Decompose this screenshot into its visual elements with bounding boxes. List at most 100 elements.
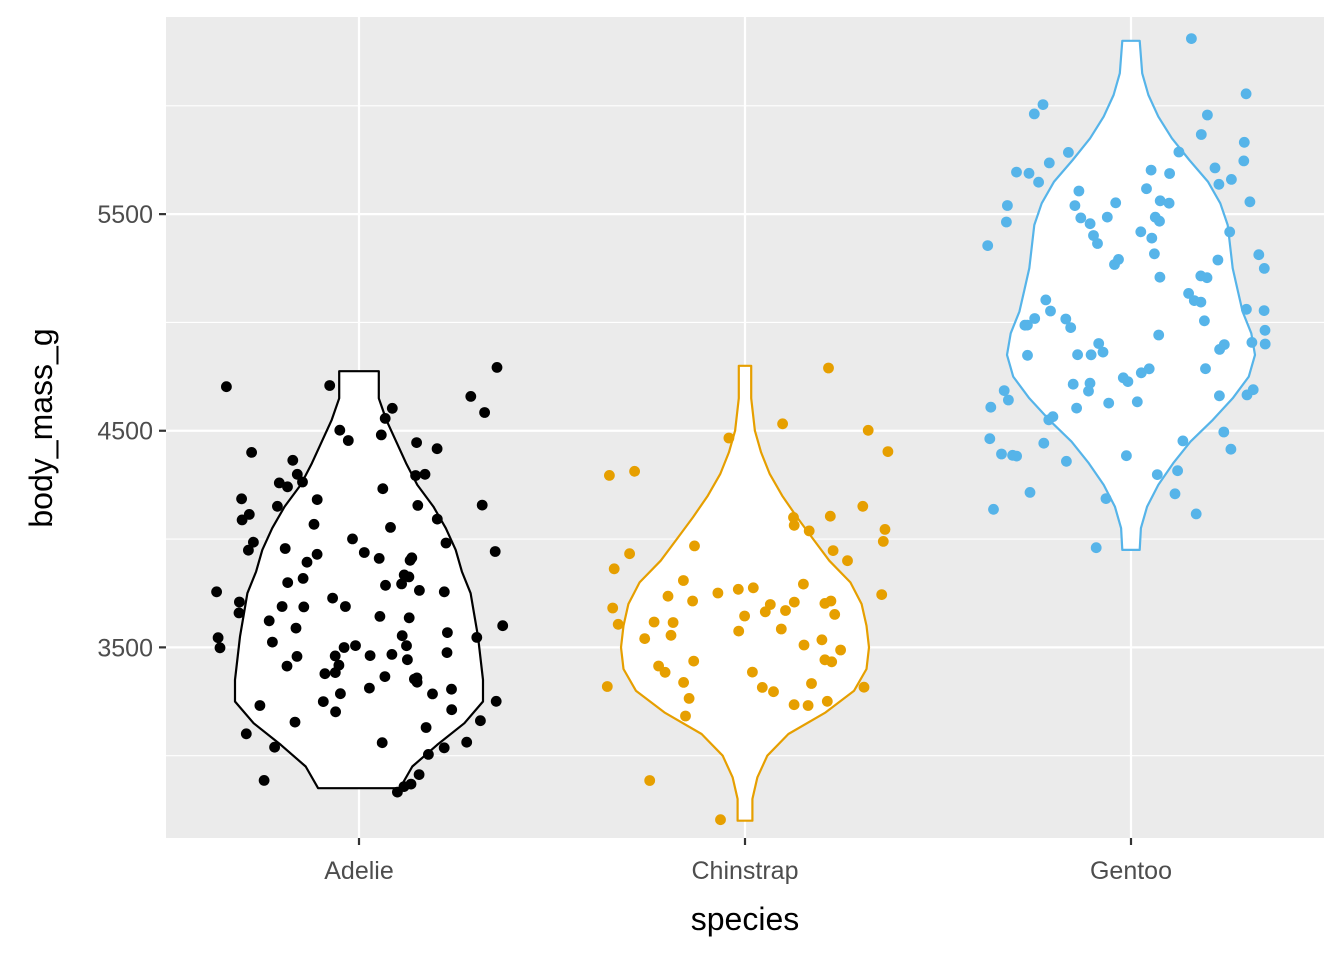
- point-gentoo: [1113, 254, 1124, 265]
- point-gentoo: [1071, 402, 1082, 414]
- point-adelie: [373, 553, 385, 564]
- point-adelie: [281, 660, 293, 672]
- point-adelie: [412, 500, 424, 511]
- point-adelie: [405, 778, 417, 790]
- point-gentoo: [1073, 185, 1085, 197]
- point-gentoo: [1092, 238, 1103, 249]
- point-gentoo: [1011, 166, 1022, 178]
- point-gentoo: [1224, 226, 1236, 238]
- point-gentoo: [1047, 411, 1059, 423]
- point-adelie: [419, 468, 431, 480]
- point-chinstrap: [733, 625, 745, 637]
- point-chinstrap: [829, 609, 841, 620]
- point-adelie: [267, 636, 278, 648]
- point-gentoo: [1151, 469, 1163, 480]
- point-chinstrap: [858, 681, 870, 693]
- point-chinstrap: [732, 583, 744, 595]
- point-gentoo: [1199, 315, 1210, 327]
- point-chinstrap: [768, 686, 779, 698]
- point-adelie: [413, 769, 425, 780]
- point-gentoo: [1028, 108, 1040, 120]
- point-chinstrap: [723, 432, 735, 444]
- point-gentoo: [1213, 178, 1225, 190]
- point-gentoo: [1212, 254, 1224, 266]
- point-adelie: [438, 742, 450, 754]
- point-adelie: [376, 737, 388, 749]
- data-points: [211, 33, 1271, 826]
- point-adelie: [308, 518, 320, 530]
- point-adelie: [214, 642, 226, 654]
- point-gentoo: [1100, 493, 1112, 504]
- point-chinstrap: [862, 424, 874, 436]
- point-gentoo: [1214, 390, 1225, 402]
- y-axis-title: body_mass_g: [23, 328, 59, 527]
- point-adelie: [364, 682, 375, 694]
- point-chinstrap: [747, 582, 759, 594]
- point-gentoo: [1190, 508, 1202, 520]
- point-chinstrap: [688, 655, 700, 667]
- point-adelie: [386, 402, 398, 414]
- point-adelie: [297, 573, 309, 584]
- point-chinstrap: [747, 666, 758, 678]
- point-chinstrap: [644, 775, 656, 786]
- point-gentoo: [982, 240, 994, 252]
- point-adelie: [375, 429, 387, 441]
- point-adelie: [423, 749, 434, 760]
- point-gentoo: [1154, 195, 1166, 207]
- point-gentoo: [1022, 319, 1033, 331]
- point-gentoo: [1253, 249, 1265, 261]
- point-chinstrap: [715, 814, 726, 826]
- point-gentoo: [1001, 216, 1012, 228]
- point-gentoo: [1154, 271, 1166, 283]
- point-adelie: [446, 683, 457, 695]
- point-gentoo: [1202, 109, 1213, 121]
- point-gentoo: [1033, 176, 1044, 188]
- point-chinstrap: [798, 578, 809, 590]
- point-chinstrap: [678, 677, 689, 688]
- point-gentoo: [1200, 363, 1211, 375]
- point-chinstrap: [678, 575, 689, 586]
- point-gentoo: [1225, 443, 1237, 455]
- point-adelie: [386, 649, 398, 660]
- point-chinstrap: [680, 710, 691, 722]
- point-chinstrap: [835, 644, 846, 656]
- point-adelie: [465, 391, 477, 402]
- point-chinstrap: [823, 362, 834, 374]
- point-adelie: [338, 642, 350, 653]
- point-adelie: [211, 586, 223, 598]
- point-adelie: [364, 650, 376, 661]
- y-tick-label: 3500: [97, 634, 153, 662]
- point-adelie: [385, 522, 396, 533]
- point-gentoo: [1060, 313, 1072, 325]
- point-adelie: [398, 569, 410, 581]
- x-tick-label-adelie: Adelie: [324, 857, 394, 885]
- point-adelie: [396, 578, 407, 590]
- point-adelie: [410, 470, 421, 481]
- point-adelie: [396, 630, 408, 642]
- point-chinstrap: [712, 587, 724, 599]
- point-chinstrap: [824, 510, 836, 522]
- point-adelie: [446, 704, 458, 716]
- point-gentoo: [1117, 372, 1129, 384]
- point-adelie: [440, 537, 452, 549]
- point-gentoo: [1045, 305, 1056, 317]
- point-gentoo: [1072, 349, 1083, 361]
- point-chinstrap: [639, 633, 651, 644]
- point-adelie: [404, 554, 416, 566]
- point-chinstrap: [659, 666, 671, 678]
- point-gentoo: [1011, 450, 1022, 462]
- point-gentoo: [1067, 378, 1079, 390]
- point-adelie: [411, 672, 423, 684]
- point-gentoo: [1241, 303, 1252, 315]
- y-tick-label: 4500: [97, 418, 153, 446]
- point-gentoo: [1238, 155, 1250, 167]
- point-gentoo: [1088, 230, 1099, 241]
- point-gentoo: [1258, 263, 1270, 274]
- point-adelie: [327, 592, 338, 604]
- point-gentoo: [1173, 146, 1185, 158]
- point-adelie: [236, 493, 248, 505]
- point-chinstrap: [798, 639, 810, 651]
- point-adelie: [475, 715, 486, 727]
- point-adelie: [246, 447, 257, 458]
- point-adelie: [411, 437, 422, 448]
